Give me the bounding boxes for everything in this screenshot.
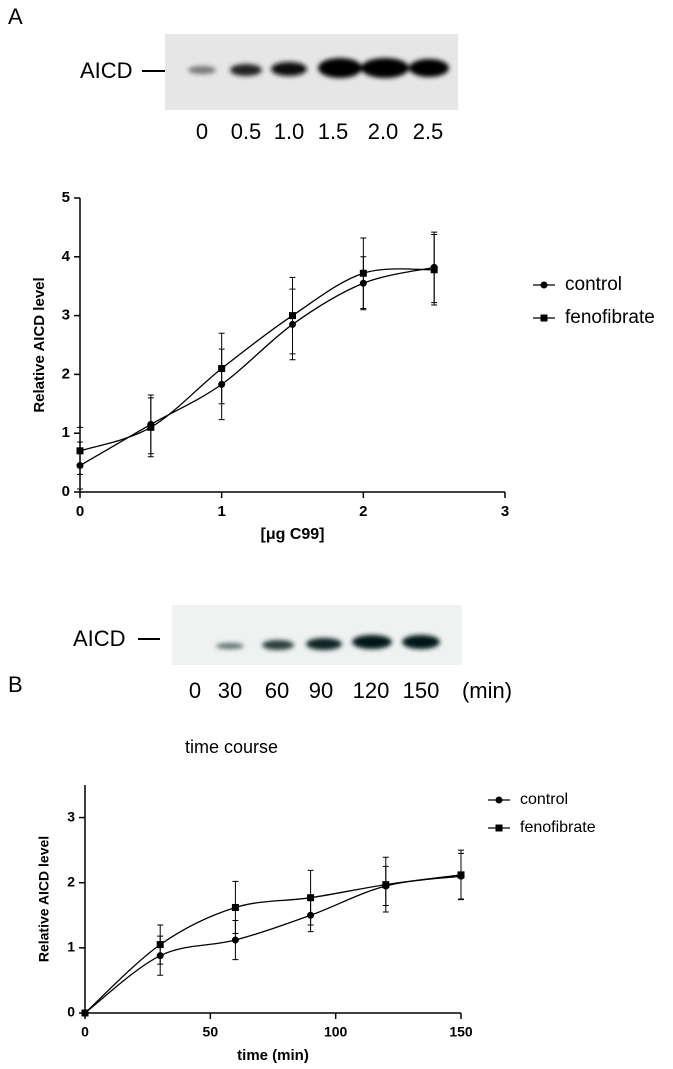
marker — [307, 894, 315, 902]
x-tick-label: 0 — [76, 503, 84, 520]
y-tick-label: 0 — [67, 1004, 75, 1020]
series-line — [79, 268, 435, 452]
marker — [231, 903, 239, 911]
y-tick-label: 0 — [62, 483, 70, 500]
blot-bands — [216, 635, 440, 650]
y-axis-label: Relative AICD level — [31, 277, 48, 412]
x-tick-label: 2 — [359, 503, 367, 520]
x-tick-label: 50 — [203, 1024, 219, 1040]
lane-label: 0.5 — [231, 119, 262, 144]
series-line — [84, 874, 462, 1014]
y-tick-label: 2 — [67, 873, 75, 889]
lane-label: 30 — [218, 678, 242, 703]
marker — [430, 266, 438, 274]
marker — [81, 1009, 89, 1017]
lane-label: 2.5 — [413, 119, 444, 144]
legend-marker — [540, 281, 548, 289]
y-tick-label: 2 — [62, 365, 70, 382]
marker — [156, 941, 164, 949]
y-tick-label: 5 — [62, 189, 70, 206]
y-tick-label: 1 — [62, 424, 70, 441]
blot-label: AICD — [80, 58, 133, 83]
panel-label: A — [8, 4, 23, 29]
lane-label: 60 — [265, 678, 289, 703]
lane-labels: 0 30 60 90 120 150 — [189, 678, 439, 703]
y-tick-label: 1 — [67, 939, 75, 955]
chart: 0 1 2 3 0 50 100 150 time (min) Relative AICD lev… — [36, 737, 596, 1064]
legend-label: control — [565, 274, 622, 295]
x-tick-label: 1 — [217, 503, 225, 520]
marker — [218, 365, 226, 373]
marker — [457, 871, 465, 879]
legend-marker — [495, 796, 503, 804]
lane-label: 1.5 — [318, 119, 349, 144]
series-line — [84, 875, 462, 1014]
y-axis-label: Relative AICD level — [36, 836, 52, 962]
lane-label: 2.0 — [368, 119, 399, 144]
x-axis-label: [μg C99] — [260, 526, 324, 543]
marker — [231, 936, 239, 944]
chart: 0 1 2 3 4 5 0 1 2 3 [μg C99] Relative AICD level con… — [31, 189, 655, 543]
legend-label: fenofibrate — [520, 819, 596, 836]
lane-label: 90 — [309, 678, 333, 703]
marker — [76, 447, 84, 455]
lane-label: 0 — [189, 678, 201, 703]
marker — [359, 269, 367, 277]
blot-bands — [188, 58, 449, 78]
blot — [172, 605, 462, 665]
legend-marker — [495, 824, 503, 832]
legend-marker — [540, 314, 548, 322]
unit-label: (min) — [462, 678, 512, 703]
legend-label: control — [520, 791, 568, 808]
lane-labels: 0 0.5 1.0 1.5 2.0 2.5 — [196, 119, 443, 144]
marker — [289, 312, 296, 320]
blot-label: AICD — [73, 626, 126, 651]
x-tick-label: 100 — [324, 1024, 348, 1040]
x-tick-label: 0 — [81, 1024, 89, 1040]
legend-label: fenofibrate — [565, 307, 655, 328]
marker — [382, 881, 390, 889]
x-tick-label: 150 — [449, 1024, 473, 1040]
lane-label: 1.0 — [274, 119, 305, 144]
x-axis-label: time (min) — [237, 1047, 309, 1064]
marker — [147, 423, 155, 431]
lane-label: 0 — [196, 119, 208, 144]
y-tick-label: 4 — [62, 248, 71, 265]
chart-title: time course — [185, 737, 278, 757]
y-tick-label: 3 — [62, 307, 70, 324]
x-tick-label: 3 — [501, 503, 509, 520]
lane-label: 150 — [403, 678, 440, 703]
y-tick-label: 3 — [67, 808, 75, 824]
lane-label: 120 — [353, 678, 390, 703]
panel-label: B — [8, 672, 23, 697]
